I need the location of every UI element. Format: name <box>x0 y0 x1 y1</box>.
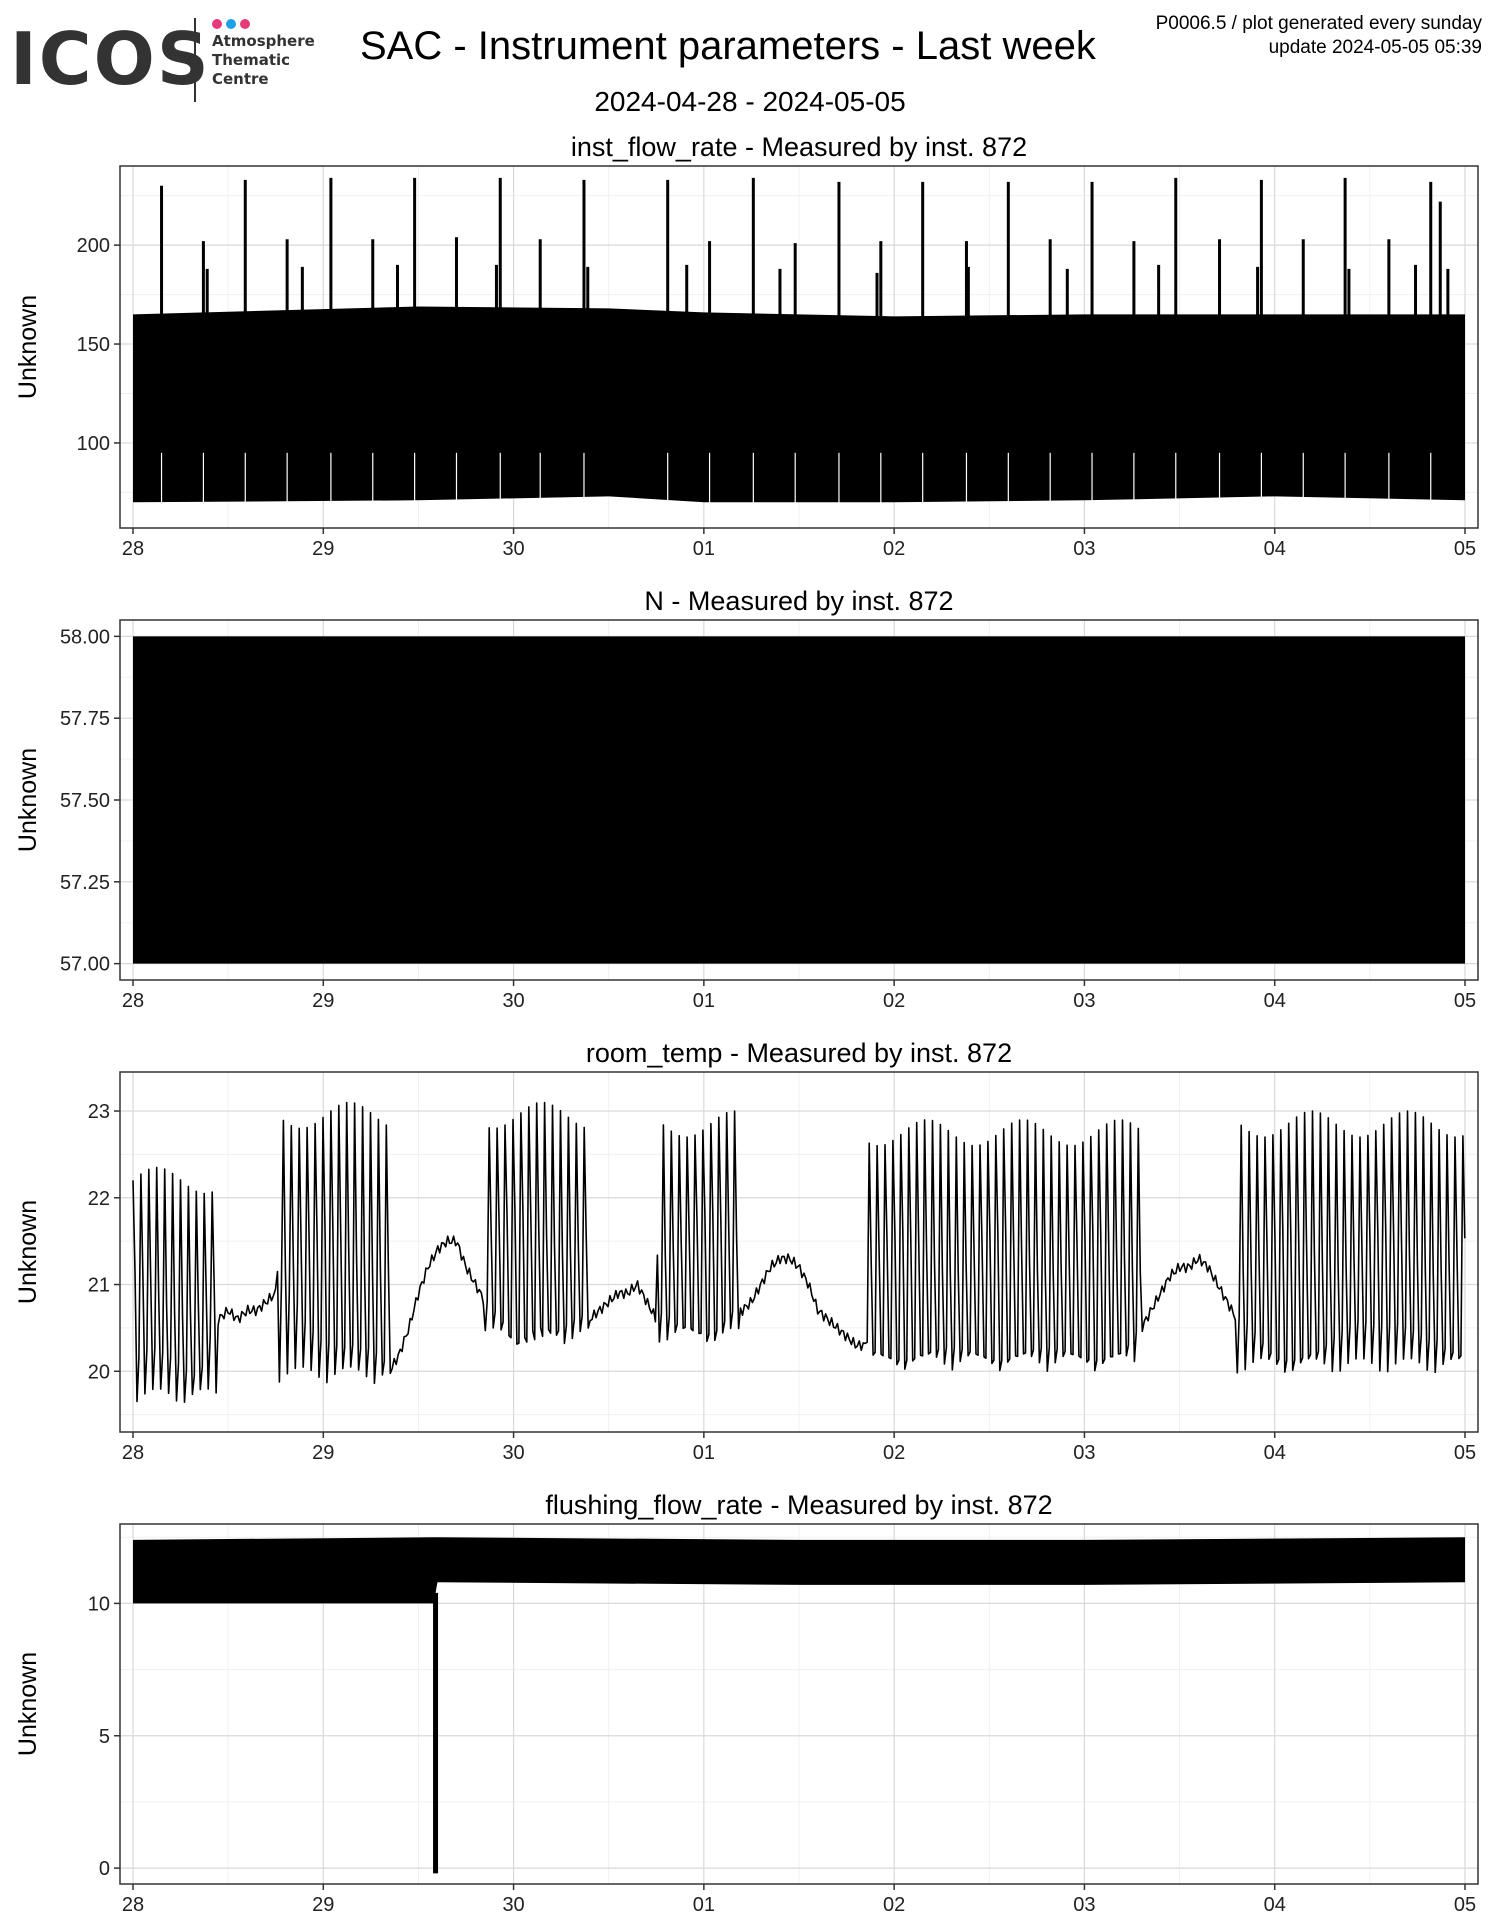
y-axis-label: Unknown <box>14 1200 42 1304</box>
data-band <box>133 636 1465 964</box>
x-tick-label: 29 <box>312 1894 334 1916</box>
chart-panel-4: flushing_flow_rate - Measured by inst. 8… <box>14 1490 1479 1916</box>
x-tick-label: 02 <box>883 538 905 560</box>
x-tick-label: 30 <box>502 1442 524 1464</box>
panel-title: N - Measured by inst. 872 <box>644 586 953 616</box>
update-timestamp: update 2024-05-05 05:39 <box>1268 37 1482 58</box>
x-tick-label: 28 <box>122 1894 144 1916</box>
x-tick-label: 29 <box>312 1442 334 1464</box>
plot-id-note: P0006.5 / plot generated every sunday <box>1155 13 1482 34</box>
logo-caption: Atmosphere Thematic Centre <box>212 32 315 89</box>
x-tick-label: 29 <box>312 538 334 560</box>
x-tick-label: 01 <box>693 538 715 560</box>
plot-frame <box>119 165 1479 529</box>
x-tick-label: 04 <box>1264 1442 1286 1464</box>
logo-dot-2 <box>226 19 236 29</box>
x-tick-label: 03 <box>1073 538 1095 560</box>
x-tick-label: 04 <box>1264 1894 1286 1916</box>
y-tick-label: 58.00 <box>60 626 110 648</box>
x-tick-label: 02 <box>883 1894 905 1916</box>
x-tick-label: 03 <box>1073 1894 1095 1916</box>
chart-panel-1: inst_flow_rate - Measured by inst. 872 Un… <box>14 132 1479 560</box>
x-tick-label: 05 <box>1454 1442 1476 1464</box>
generation-info: P0006.5 / plot generated every sunday up… <box>1156 12 1482 60</box>
x-tick-label: 05 <box>1454 1894 1476 1916</box>
y-tick-label: 10 <box>88 1593 110 1615</box>
x-tick-label: 28 <box>122 1442 144 1464</box>
logo-dot-1 <box>212 19 222 29</box>
logo-line-3: Centre <box>212 70 269 88</box>
plot-frame <box>119 1071 1479 1433</box>
y-tick-label: 22 <box>88 1188 110 1210</box>
y-axis-label: Unknown <box>14 1652 42 1756</box>
panel-title: inst_flow_rate - Measured by inst. 872 <box>571 132 1027 162</box>
data-band <box>133 306 1465 503</box>
logo-line-2: Thematic <box>212 51 291 69</box>
x-tick-label: 05 <box>1454 990 1476 1012</box>
date-range: 2024-04-28 - 2024-05-05 <box>594 86 906 117</box>
icos-logo: ICOS Atmosphere Thematic Centre <box>10 14 330 104</box>
logo-wordmark: ICOS <box>10 17 211 101</box>
y-tick-label: 150 <box>77 334 110 356</box>
panel-title: room_temp - Measured by inst. 872 <box>586 1038 1012 1068</box>
x-tick-label: 01 <box>693 1894 715 1916</box>
x-tick-label: 02 <box>883 1442 905 1464</box>
x-tick-label: 30 <box>502 1894 524 1916</box>
x-tick-label: 02 <box>883 990 905 1012</box>
x-tick-label: 28 <box>122 990 144 1012</box>
chart-panel-2: N - Measured by inst. 872 Unknown 28 29 30 01… <box>14 586 1479 1012</box>
y-tick-label: 57.25 <box>60 872 110 894</box>
y-tick-label: 0 <box>99 1858 110 1880</box>
x-tick-label: 04 <box>1264 990 1286 1012</box>
x-tick-label: 30 <box>502 990 524 1012</box>
panel-title: flushing_flow_rate - Measured by inst. 8… <box>545 1490 1052 1520</box>
x-tick-label: 01 <box>693 990 715 1012</box>
y-tick-label: 100 <box>77 433 110 455</box>
x-tick-label: 05 <box>1454 538 1476 560</box>
x-tick-label: 28 <box>122 538 144 560</box>
y-tick-label: 57.00 <box>60 954 110 976</box>
y-tick-label: 23 <box>88 1101 110 1123</box>
y-tick-label: 20 <box>88 1361 110 1383</box>
y-tick-label: 200 <box>77 235 110 257</box>
logo-divider <box>194 18 196 102</box>
x-tick-label: 03 <box>1073 990 1095 1012</box>
plot-frame <box>119 1523 1479 1885</box>
data-band <box>133 1537 1465 1604</box>
logo-dots <box>212 16 254 30</box>
y-tick-label: 57.75 <box>60 708 110 730</box>
data-line <box>132 1101 1466 1403</box>
logo-line-1: Atmosphere <box>212 32 315 50</box>
logo-dot-3 <box>240 19 250 29</box>
x-tick-label: 01 <box>693 1442 715 1464</box>
y-axis-label: Unknown <box>14 748 42 852</box>
page-title: SAC - Instrument parameters - Last week <box>360 24 1096 68</box>
x-tick-label: 30 <box>502 538 524 560</box>
x-tick-label: 04 <box>1264 538 1286 560</box>
x-tick-label: 29 <box>312 990 334 1012</box>
x-tick-label: 03 <box>1073 1442 1095 1464</box>
y-tick-label: 21 <box>88 1275 110 1297</box>
y-tick-label: 57.50 <box>60 790 110 812</box>
y-axis-label: Unknown <box>14 295 42 399</box>
chart-panel-3: room_temp - Measured by inst. 872 Unknown… <box>14 1038 1479 1464</box>
y-tick-label: 5 <box>99 1726 110 1748</box>
